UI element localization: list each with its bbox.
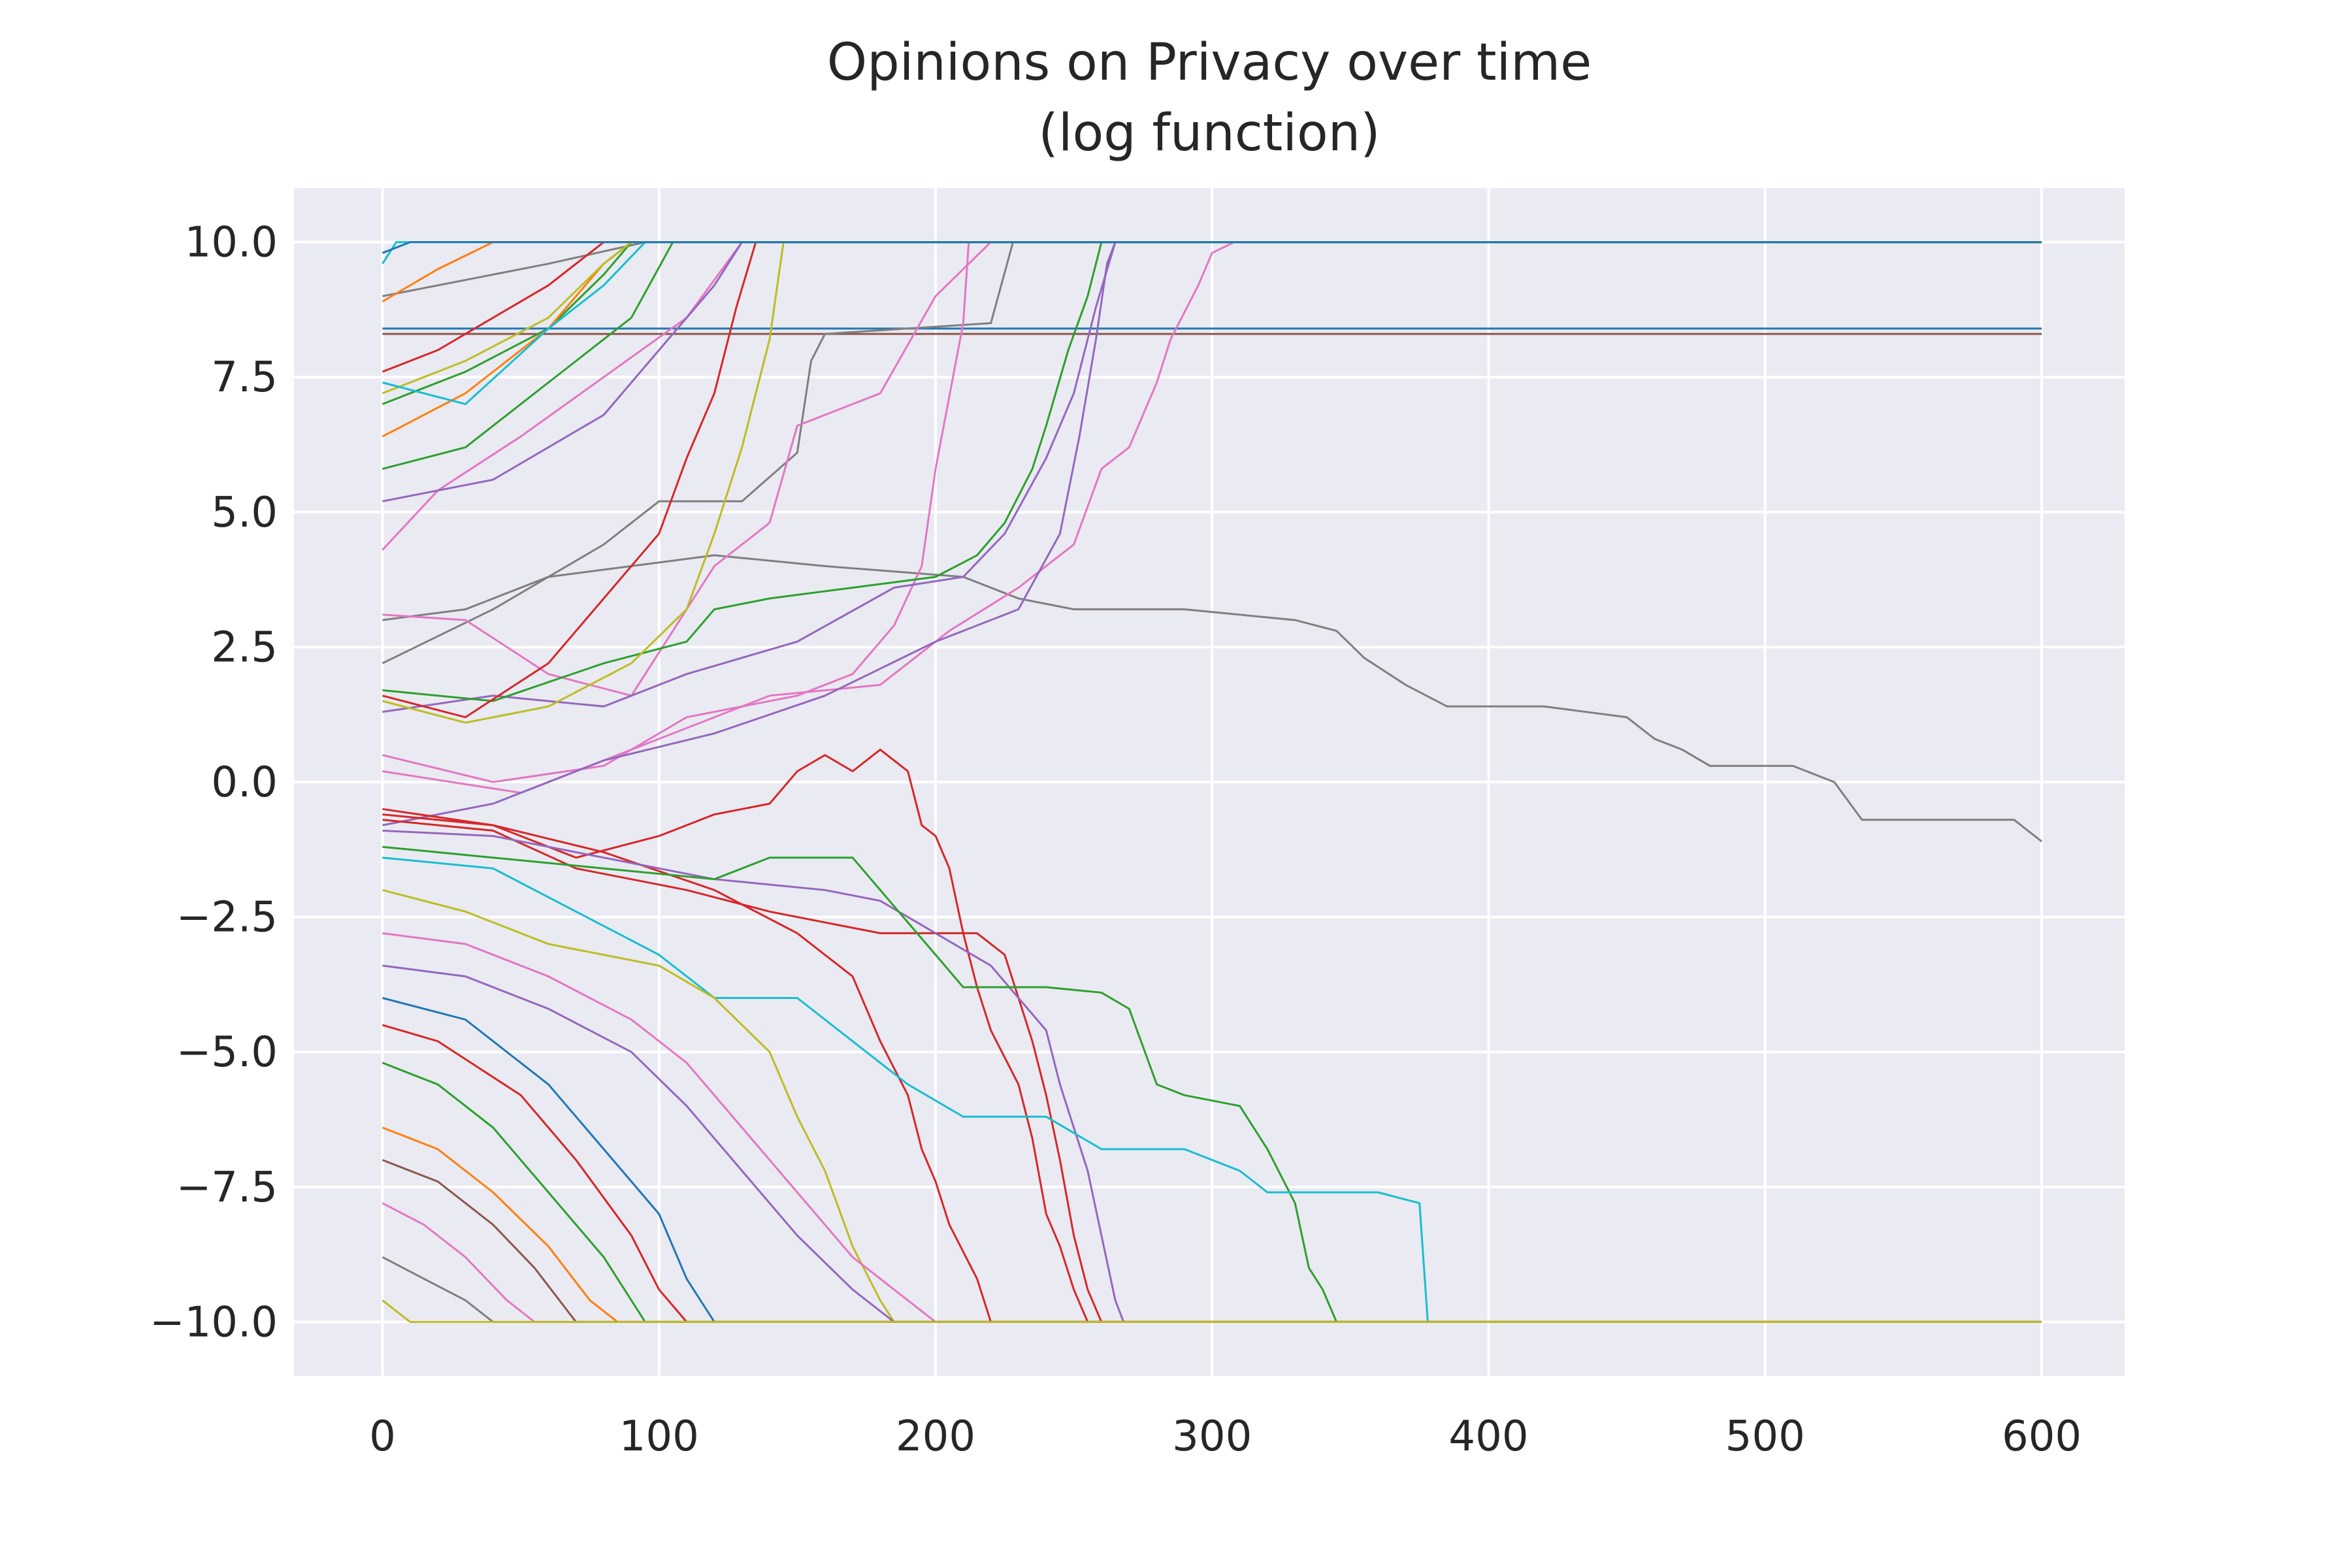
x-tick-label: 400 — [1448, 1413, 1528, 1461]
series-line-7 — [382, 241, 2042, 794]
series-line-3 — [382, 554, 2042, 843]
series-line-8 — [382, 241, 2042, 697]
series-line-33 — [382, 997, 2042, 1323]
series-line-31 — [382, 932, 2042, 1323]
series-line-26 — [382, 819, 2042, 1323]
y-tick-label: −7.5 — [176, 1164, 278, 1212]
series-line-11 — [382, 241, 2042, 713]
series-line-30 — [382, 889, 2042, 1323]
x-tick-label: 600 — [2002, 1413, 2082, 1461]
y-tick-label: 0.0 — [211, 759, 278, 807]
x-axis-ticks: 0 100 200 300 400 500 600 — [369, 1413, 2082, 1461]
data-series — [382, 241, 2042, 1323]
series-line-40 — [382, 1299, 2042, 1323]
x-tick-label: 0 — [369, 1413, 396, 1461]
series-line-29 — [382, 857, 2042, 1323]
series-line-32 — [382, 964, 2042, 1323]
series-line-25 — [382, 808, 2042, 1323]
series-line-28 — [382, 845, 2042, 1323]
chart-title-line-1: Opinions on Privacy over time — [827, 33, 1592, 92]
chart-title-line-2: (log function) — [1038, 104, 1380, 163]
y-tick-label: 10.0 — [185, 219, 278, 267]
series-line-24 — [382, 748, 2042, 1323]
series-line-13 — [382, 241, 2042, 702]
series-line-20 — [382, 241, 2042, 724]
y-axis-ticks: 10.0 7.5 5.0 2.5 0.0 −2.5 −5.0 −7.5 −10.0 — [150, 219, 278, 1347]
x-tick-label: 300 — [1172, 1413, 1252, 1461]
series-line-16 — [382, 241, 2042, 719]
x-tick-label: 200 — [896, 1413, 975, 1461]
y-tick-label: −5.0 — [176, 1028, 278, 1077]
series-line-23 — [382, 241, 2042, 254]
y-tick-label: −10.0 — [150, 1298, 278, 1347]
series-line-4 — [382, 241, 2042, 664]
x-tick-label: 100 — [619, 1413, 699, 1461]
y-tick-label: 5.0 — [211, 489, 278, 537]
series-line-27 — [382, 829, 2042, 1323]
y-tick-label: 2.5 — [211, 623, 278, 672]
y-tick-label: −2.5 — [176, 894, 278, 942]
series-line-34 — [382, 1024, 2042, 1323]
y-tick-label: 7.5 — [211, 353, 278, 402]
x-tick-label: 500 — [1725, 1413, 1805, 1461]
series-line-10 — [382, 241, 2042, 826]
